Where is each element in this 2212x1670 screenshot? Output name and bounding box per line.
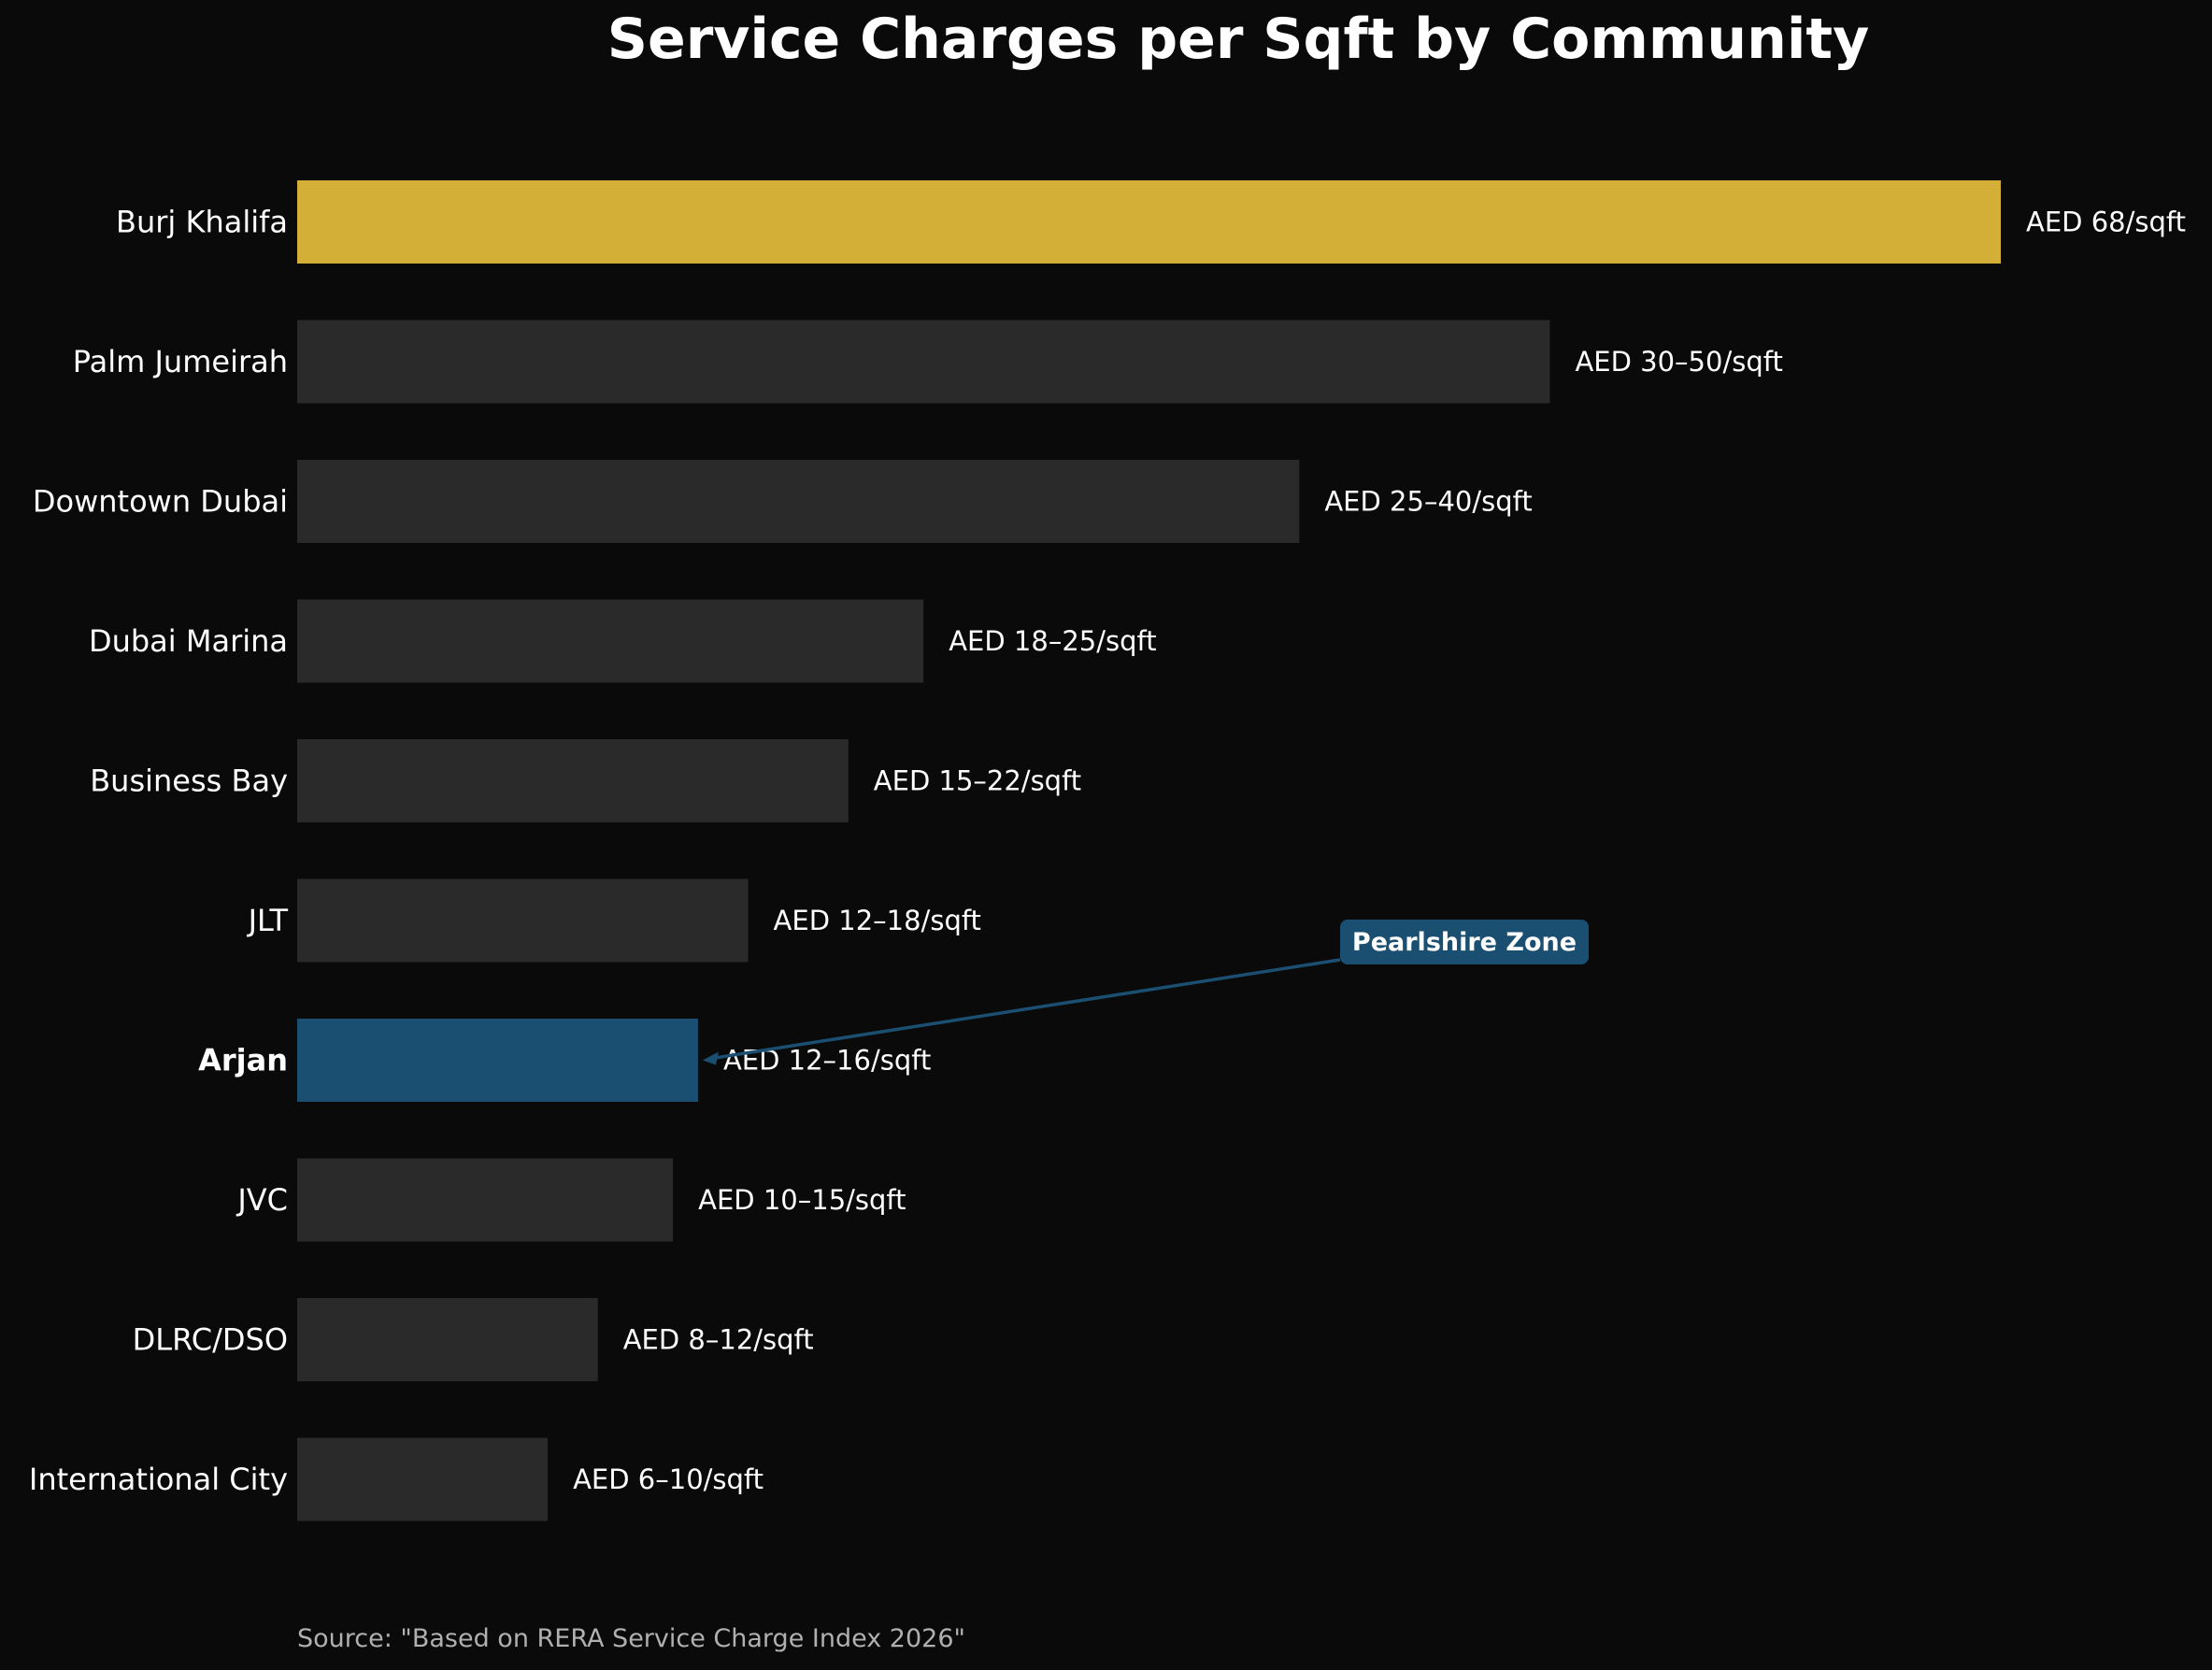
category-label-jvc: JVC bbox=[235, 1182, 288, 1218]
value-label-international-city: AED 6–10/sqft bbox=[573, 1463, 763, 1495]
annotation-layer: Pearlshire Zone bbox=[702, 920, 1589, 1065]
value-label-dlrc-dso: AED 8–12/sqft bbox=[623, 1324, 814, 1356]
bars-layer: Burj Khalifa AED 68/sqft Palm Jumeirah AED … bbox=[29, 180, 2186, 1521]
annotation-arrow-line bbox=[711, 958, 1341, 1061]
annotation-label: Pearlshire Zone bbox=[1352, 928, 1577, 957]
source-note: Source: "Based on RERA Service Charge In… bbox=[297, 1624, 965, 1653]
annotation-arrow-head bbox=[702, 1051, 719, 1065]
category-label-jlt: JLT bbox=[247, 903, 289, 938]
bar-international-city bbox=[297, 1437, 549, 1521]
category-label-burj-khalifa: Burj Khalifa bbox=[116, 205, 288, 240]
category-label-dlrc-dso: DLRC/DSO bbox=[133, 1322, 288, 1358]
bar-burj-khalifa bbox=[297, 180, 2001, 264]
value-label-arjan: AED 12–16/sqft bbox=[723, 1045, 931, 1077]
value-label-dubai-marina: AED 18–25/sqft bbox=[949, 625, 1156, 657]
value-label-jvc: AED 10–15/sqft bbox=[698, 1184, 906, 1216]
bar-palm-jumeirah bbox=[297, 320, 1550, 404]
category-label-dubai-marina: Dubai Marina bbox=[89, 623, 288, 659]
category-label-arjan: Arjan bbox=[198, 1043, 288, 1078]
bar-jlt bbox=[297, 878, 749, 963]
bar-dlrc-dso bbox=[297, 1298, 598, 1381]
bar-downtown-dubai bbox=[297, 460, 1300, 543]
category-label-business-bay: Business Bay bbox=[90, 764, 288, 799]
bar-arjan bbox=[297, 1019, 698, 1102]
category-label-palm-jumeirah: Palm Jumeirah bbox=[73, 344, 288, 379]
bar-business-bay bbox=[297, 739, 849, 822]
category-label-downtown-dubai: Downtown Dubai bbox=[33, 484, 288, 520]
value-label-downtown-dubai: AED 25–40/sqft bbox=[1324, 486, 1532, 518]
value-label-jlt: AED 12–18/sqft bbox=[774, 905, 981, 936]
category-label-international-city: International City bbox=[29, 1462, 288, 1497]
bar-jvc bbox=[297, 1158, 674, 1242]
annotation-box bbox=[1340, 920, 1589, 964]
chart-title: Service Charges per Sqft by Community bbox=[607, 7, 1869, 72]
bar-dubai-marina bbox=[297, 599, 924, 683]
value-label-palm-jumeirah: AED 30–50/sqft bbox=[1575, 346, 1782, 378]
value-label-business-bay: AED 15–22/sqft bbox=[874, 765, 1081, 797]
value-label-burj-khalifa: AED 68/sqft bbox=[2026, 207, 2186, 238]
